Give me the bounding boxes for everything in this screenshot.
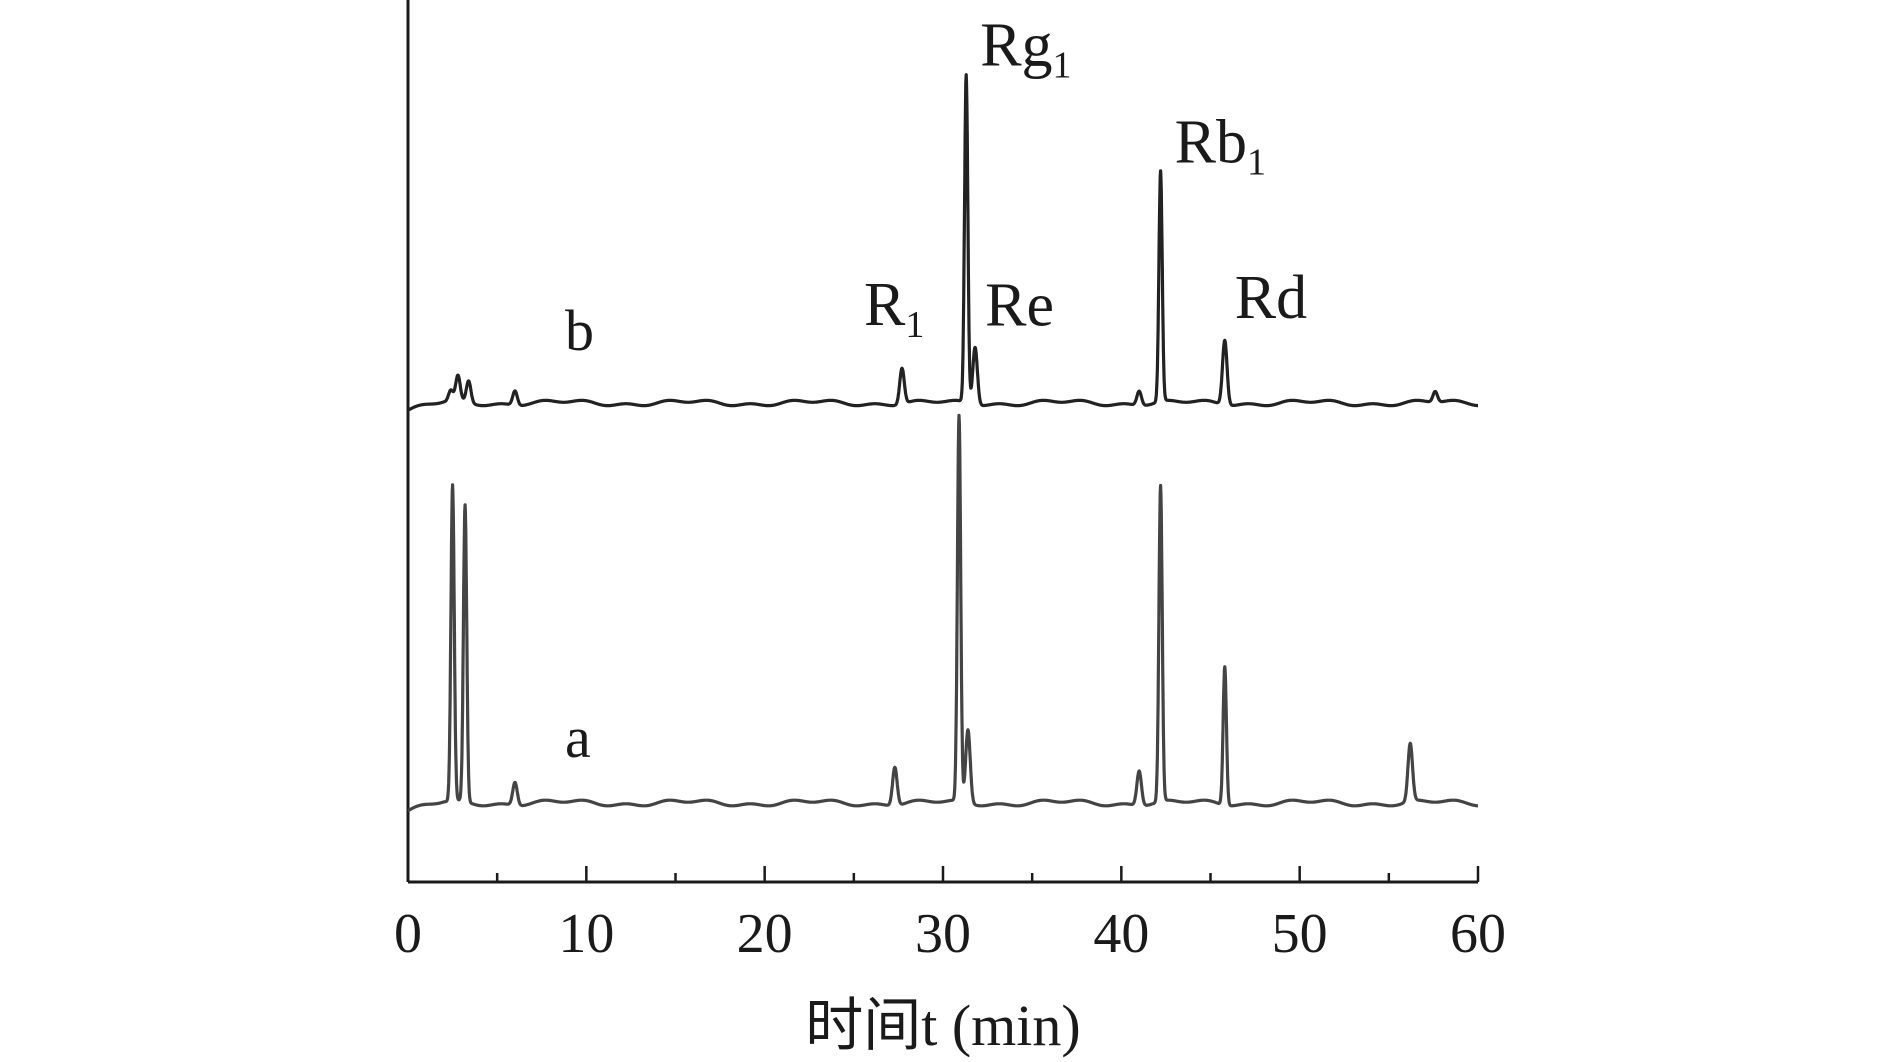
- x-tick-label: 20: [737, 903, 793, 965]
- x-tick-label: 60: [1450, 903, 1506, 965]
- peak-label-subscript: 1: [905, 304, 924, 346]
- trace-a: [406, 413, 1480, 813]
- x-axis-title: 时间t (min): [805, 993, 1080, 1058]
- x-tick-label: 40: [1093, 903, 1149, 965]
- peak-label-r1: R1: [864, 271, 924, 346]
- x-tick-label: 30: [915, 903, 971, 965]
- peak-label-rd: Rd: [1235, 264, 1307, 332]
- x-tick-label: 50: [1272, 903, 1328, 965]
- peak-label-re: Re: [985, 271, 1054, 339]
- peak-label-text: Rb: [1175, 109, 1247, 177]
- peak-label-text: Rg: [980, 11, 1052, 79]
- x-tick-label: 10: [558, 903, 614, 965]
- peak-label-text: Re: [985, 271, 1054, 339]
- peak-label-subscript: 1: [1247, 142, 1266, 184]
- series-label-b: b: [565, 298, 594, 363]
- series-label-a: a: [565, 705, 591, 770]
- x-axis-ticks: 0 10 20 30 40 50 60: [394, 866, 1506, 965]
- peak-label-rb1: Rb1: [1175, 109, 1266, 184]
- trace-b: [406, 73, 1480, 412]
- peak-label-text: R: [864, 271, 906, 339]
- peak-label-rg1: Rg1: [980, 11, 1071, 86]
- peak-label-text: Rd: [1235, 264, 1307, 332]
- chromatogram-traces: [406, 73, 1480, 813]
- x-tick-label: 0: [394, 903, 422, 965]
- peak-label-subscript: 1: [1053, 44, 1072, 86]
